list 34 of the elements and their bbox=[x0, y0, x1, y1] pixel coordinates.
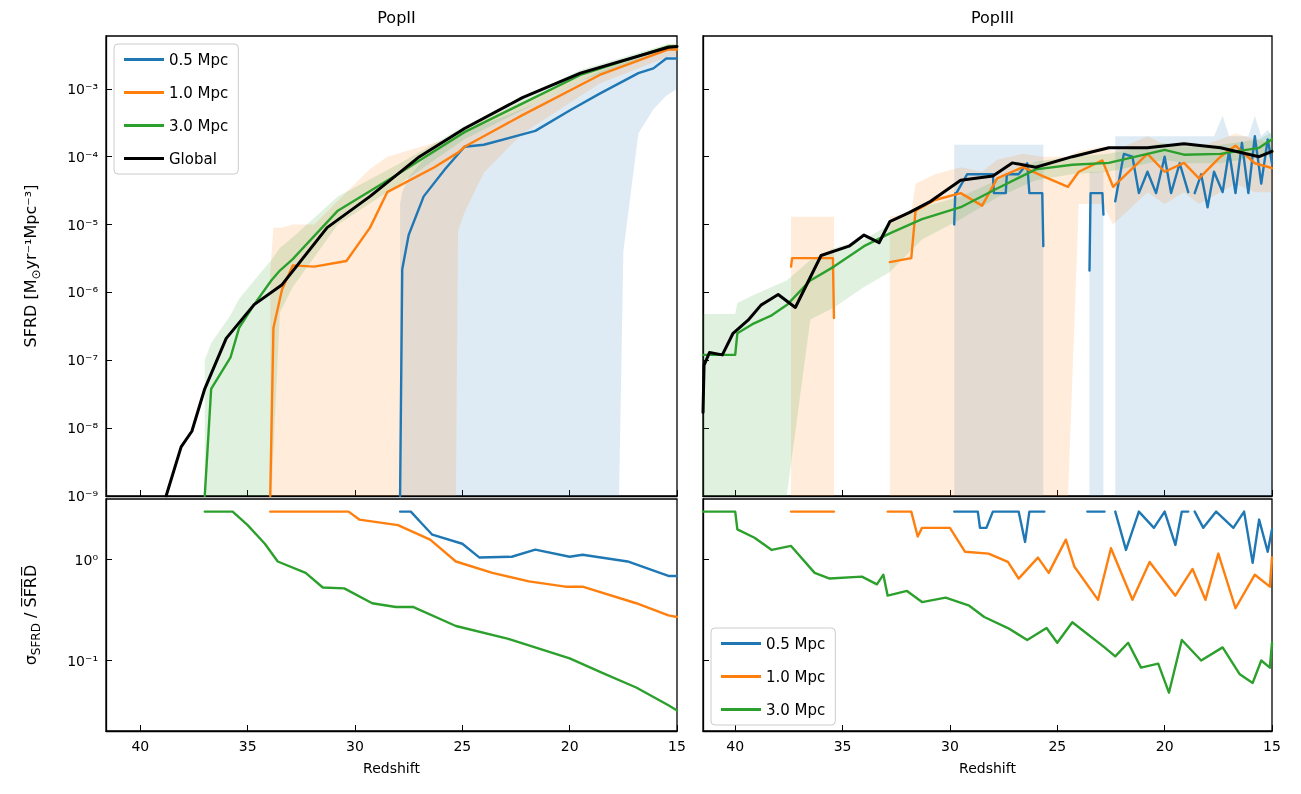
x-axis-title: Redshift bbox=[959, 760, 1017, 776]
x-tick-label: 40 bbox=[131, 738, 150, 754]
y-tick-label: 10⁻³ bbox=[67, 80, 98, 97]
legend-label: 1.0 Mpc bbox=[169, 83, 229, 102]
x-tick-label: 20 bbox=[560, 738, 579, 754]
x-tick-label: 40 bbox=[726, 738, 745, 754]
x-tick-label: 15 bbox=[1263, 738, 1281, 754]
y-axis-title: σSFRD / S̅F̅R̅D̅ bbox=[20, 564, 43, 666]
x-tick-label: 30 bbox=[941, 738, 959, 754]
legend-label: Global bbox=[169, 149, 217, 168]
legend-label: 3.0 Mpc bbox=[766, 700, 826, 719]
x-tick-label: 30 bbox=[346, 738, 364, 754]
legend-label: 0.5 Mpc bbox=[766, 634, 826, 653]
y-tick-label: 10⁻⁹ bbox=[67, 488, 99, 504]
y-tick-label: 10⁻⁷ bbox=[67, 352, 98, 369]
y-axis-title: SFRD [M⊙yr⁻¹Mpc⁻³] bbox=[20, 184, 43, 348]
y-tick-label: 10⁰ bbox=[74, 551, 99, 568]
x-tick-label: 15 bbox=[668, 738, 686, 754]
y-tick-label: 10⁻⁸ bbox=[67, 420, 99, 437]
chart-title: PopIII bbox=[970, 7, 1015, 27]
x-axis-title: Redshift bbox=[363, 760, 421, 776]
legend-label: 1.0 Mpc bbox=[766, 667, 826, 686]
x-tick-label: 25 bbox=[453, 738, 472, 754]
x-tick-label: 35 bbox=[238, 738, 257, 754]
y-tick-label: 10⁻¹ bbox=[67, 652, 98, 669]
legend-label: 0.5 Mpc bbox=[169, 50, 229, 69]
legend-label: 3.0 Mpc bbox=[169, 116, 229, 135]
y-tick-label: 10⁻⁵ bbox=[67, 216, 98, 233]
y-tick-label: 10⁻⁴ bbox=[67, 148, 99, 165]
y-tick-label: 10⁻⁶ bbox=[67, 284, 99, 301]
x-tick-label: 25 bbox=[1048, 738, 1067, 754]
x-tick-label: 35 bbox=[833, 738, 852, 754]
x-tick-label: 20 bbox=[1155, 738, 1174, 754]
chart-title: PopII bbox=[377, 7, 416, 27]
